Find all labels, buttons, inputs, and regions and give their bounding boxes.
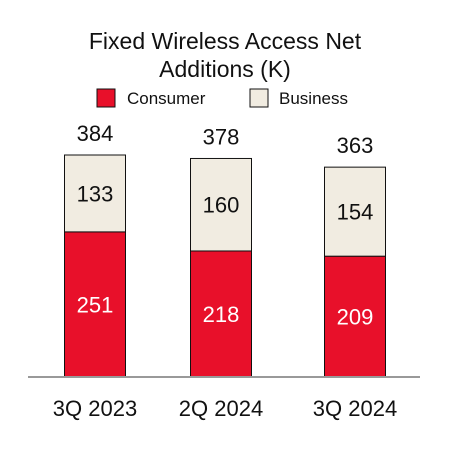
data-label-business-1: 160 <box>203 193 240 218</box>
x-tick-label-0: 3Q 2023 <box>53 396 137 421</box>
legend: Consumer Business <box>96 88 348 108</box>
bar-business-1 <box>190 157 252 252</box>
legend-label-consumer: Consumer <box>127 89 206 108</box>
total-label-0: 384 <box>77 121 114 146</box>
legend-swatch-business <box>249 88 269 108</box>
x-tick-label-2: 3Q 2024 <box>313 396 397 421</box>
chart-title-line-1: Fixed Wireless Access Net <box>89 28 362 54</box>
x-tick-label-1: 2Q 2024 <box>179 396 263 421</box>
legend-label-business: Business <box>279 89 348 108</box>
total-label-2: 363 <box>337 133 374 158</box>
data-label-business-2: 154 <box>337 200 374 225</box>
total-label-1: 378 <box>203 124 240 149</box>
bars-layer: 251 133 384 3Q 2023 218 160 378 2Q 2024 209 154 36… <box>53 121 397 421</box>
data-label-business-0: 133 <box>77 181 114 206</box>
bar-consumer-2 <box>324 255 386 378</box>
data-label-consumer-1: 218 <box>203 302 240 327</box>
bar-consumer-0 <box>64 231 126 378</box>
legend-swatch-consumer <box>96 88 116 108</box>
data-label-consumer-0: 251 <box>77 292 114 317</box>
bar-business-2 <box>324 166 386 257</box>
bar-business-0 <box>64 154 126 233</box>
data-label-consumer-2: 209 <box>337 305 374 330</box>
chart-title-line-2: Additions (K) <box>159 56 291 82</box>
